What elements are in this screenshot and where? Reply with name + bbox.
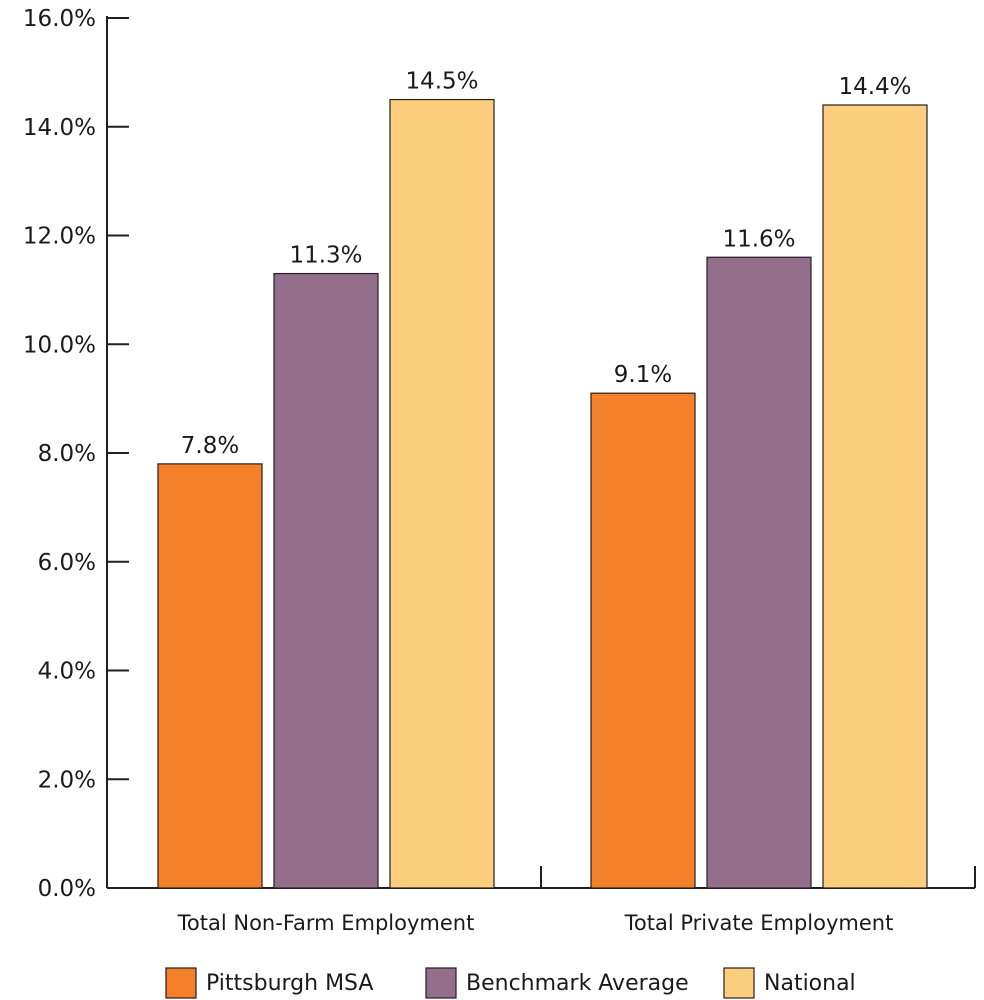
legend-label: Pittsburgh MSA xyxy=(206,971,373,996)
data-labels: 7.8% 11.3% 14.5% 9.1% 11.6% 14.4% xyxy=(181,69,912,459)
data-label: 11.3% xyxy=(289,243,362,269)
legend-swatch xyxy=(723,967,755,999)
bars xyxy=(157,98,928,889)
bar-pittsburgh-msa-2 xyxy=(590,392,696,889)
y-tick-label: 12.0% xyxy=(23,224,96,250)
data-label: 14.5% xyxy=(405,69,478,95)
bar-pittsburgh-msa-1 xyxy=(157,463,263,889)
y-tick-label: 0.0% xyxy=(38,876,96,902)
data-label: 14.4% xyxy=(838,74,911,100)
legend: Pittsburgh MSA Benchmark Average National xyxy=(165,967,856,999)
data-label: 7.8% xyxy=(181,433,239,459)
y-tick-label: 2.0% xyxy=(38,767,96,793)
y-tick-label: 4.0% xyxy=(38,659,96,685)
data-label: 11.6% xyxy=(722,226,795,252)
bar-national-2 xyxy=(822,104,928,889)
y-axis: 0.0% 2.0% 4.0% 6.0% 8.0% 10.0% 12.0% 14.0% 16.0% xyxy=(23,6,129,902)
bar-benchmark-average-2 xyxy=(706,256,812,889)
data-label: 9.1% xyxy=(614,362,672,388)
legend-swatch xyxy=(425,967,457,999)
bar-benchmark-average-1 xyxy=(273,272,379,889)
y-tick-label: 6.0% xyxy=(38,550,96,576)
category-label: Total Private Employment xyxy=(624,911,894,935)
y-tick-label: 10.0% xyxy=(23,332,96,358)
bar-national-1 xyxy=(389,98,495,889)
category-labels: Total Non-Farm Employment Total Private E… xyxy=(177,911,894,935)
legend-label: Benchmark Average xyxy=(466,971,689,996)
legend-label: National xyxy=(764,971,856,996)
y-tick-label: 14.0% xyxy=(23,115,96,141)
y-tick-label: 8.0% xyxy=(38,441,96,467)
category-label: Total Non-Farm Employment xyxy=(177,911,475,935)
y-tick-label: 16.0% xyxy=(23,6,96,32)
legend-swatch xyxy=(165,967,197,999)
